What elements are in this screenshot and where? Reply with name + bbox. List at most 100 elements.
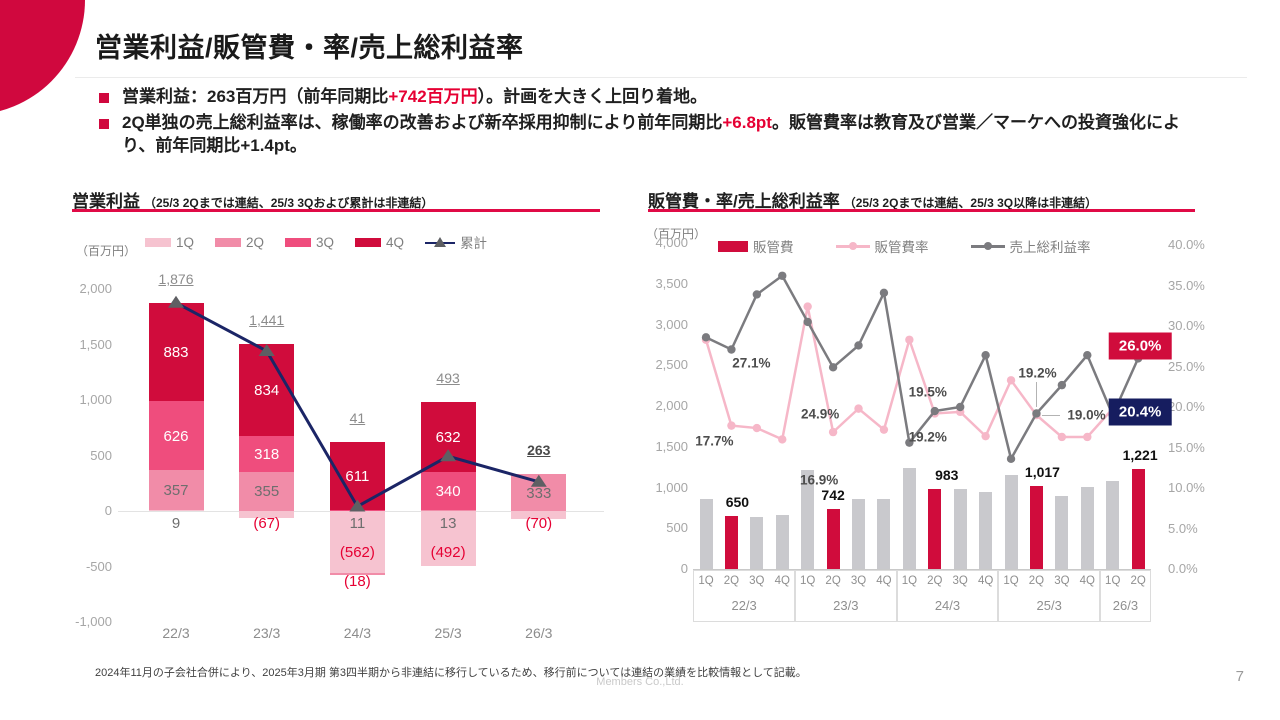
sga-bar xyxy=(775,514,789,569)
cumulative-value-label: 1,876 xyxy=(158,270,194,287)
legend-item: 累計 xyxy=(425,232,487,252)
legend-label: 2Q xyxy=(246,234,265,250)
sga-bar-highlight xyxy=(1029,486,1043,569)
year-label: 25/3 xyxy=(1036,598,1062,613)
segment-value-label: 340 xyxy=(435,482,461,500)
gross-margin-point-marker xyxy=(879,288,889,297)
quarter-label: 2Q xyxy=(927,575,943,587)
cumulative-value-label: 263 xyxy=(527,442,551,459)
bar-value-label: 983 xyxy=(935,466,959,483)
footnote: 2024年11月の子会社合併により、2025年3月期 第3四半期から非連結に移行… xyxy=(95,667,807,679)
sga-bar xyxy=(1106,480,1120,569)
percent-annotation: 24.9% xyxy=(800,406,840,422)
sga-bar xyxy=(877,498,891,569)
company-name: Members Co.,Ltd. xyxy=(596,676,684,688)
bar-value-label: 650 xyxy=(725,494,750,511)
y-tick-label: 1,500 xyxy=(79,336,112,352)
x-category-label: 25/3 xyxy=(434,625,462,641)
bar-value-label: 742 xyxy=(821,486,845,503)
sga-ratio-point-marker xyxy=(1083,432,1092,442)
y-tick-left: 2,000 xyxy=(655,398,688,413)
y-tick-right: 15.0% xyxy=(1168,439,1205,455)
sga-bar-highlight xyxy=(724,516,738,569)
y-tick-left: 1,500 xyxy=(655,438,688,454)
bar-segment xyxy=(420,509,476,511)
right-chart-subtitle: （25/3 2Qまでは連結、25/3 3Q以降は非連結） xyxy=(843,196,1098,210)
gross-margin-point-marker xyxy=(854,341,863,350)
y-tick-left: 4,000 xyxy=(655,235,688,250)
y-tick-right: 35.0% xyxy=(1168,277,1205,293)
chart-legend: 1Q 2Q 3Q 4Q 累計 xyxy=(145,232,487,252)
below-axis-value-label: (70) xyxy=(525,515,553,532)
gross-margin-point-marker xyxy=(981,350,990,360)
decorative-circle xyxy=(0,0,85,115)
below-axis-value-label: 9 xyxy=(171,515,181,532)
sga-bar xyxy=(699,498,713,569)
text: ）。計画を大きく上回り着地。 xyxy=(477,87,708,106)
legend-item: 4Q xyxy=(355,235,404,250)
y-tick-left: 2,500 xyxy=(655,357,688,373)
cumulative-value-label: 493 xyxy=(436,369,460,386)
sga-ratio-point-marker xyxy=(879,425,889,434)
sga-ratio-point-marker xyxy=(905,335,914,344)
below-axis-value-label: (18) xyxy=(344,573,371,590)
quarter-label: 1Q xyxy=(698,575,714,587)
quarter-label: 3Q xyxy=(952,575,968,587)
y-tick-right: 40.0% xyxy=(1168,237,1205,252)
year-group-cell xyxy=(998,570,1100,622)
quarter-label: 1Q xyxy=(901,575,918,587)
percent-annotation: 19.2% xyxy=(908,429,947,445)
sga-bar xyxy=(979,491,993,569)
title-divider xyxy=(75,77,1247,78)
x-axis-line xyxy=(693,569,1151,570)
y-tick-right: 30.0% xyxy=(1168,318,1205,333)
sga-ratio-point-marker xyxy=(956,407,965,417)
quarter-label: 3Q xyxy=(749,575,765,587)
bullet-marker-icon xyxy=(99,93,109,103)
quarter-label: 2Q xyxy=(723,575,740,587)
segment-value-label: 357 xyxy=(163,482,189,500)
text: 2Q単独の売上総利益率は、稼働率の改善および新卒採用抑制により前年同期比 xyxy=(122,113,723,133)
chart-line-layer xyxy=(168,295,547,512)
page-number: 7 xyxy=(1235,668,1244,685)
page-title: 営業利益/販管費・率/売上総利益率 xyxy=(95,33,524,63)
annotation-leader-line xyxy=(1035,382,1037,408)
sga-ratio-point-marker xyxy=(981,431,990,441)
sga-bar xyxy=(1055,495,1069,569)
bar-value-label: 1,017 xyxy=(1024,464,1060,481)
sga-ratio-point-marker xyxy=(727,421,736,430)
y-tick-left: 3,000 xyxy=(655,316,688,332)
summary-bullets: 営業利益：263百万円（前年同期比+742百万円）。計画を大きく上回り着地。 2Q… xyxy=(99,86,1199,161)
left-chart-title: 営業利益 xyxy=(72,192,140,211)
gross-margin-point-marker xyxy=(752,290,762,299)
year-group-cell xyxy=(896,570,999,622)
legend-swatch xyxy=(145,237,171,247)
y-tick-label: 1,000 xyxy=(79,392,112,407)
y-tick-left: 1,000 xyxy=(655,479,688,495)
x-category-label: 23/3 xyxy=(253,625,281,641)
gross-margin-point-marker xyxy=(1006,454,1016,464)
y-tick-left: 3,500 xyxy=(655,275,688,291)
highlight-text: +742百万円 xyxy=(388,87,478,106)
percent-annotation: 17.7% xyxy=(695,433,734,449)
operating-profit-chart: （百万円） 1Q 2Q 3Q 4Q 累計 2,000 1,500 1,000 500 0 -500 -1… xyxy=(60,225,625,655)
bullet-item: 営業利益：263百万円（前年同期比+742百万円）。計画を大きく上回り着地。 xyxy=(99,86,1199,108)
sga-bar xyxy=(1080,487,1094,569)
sga-ratio-point-marker xyxy=(1032,410,1041,420)
legend-label: 売上総利益率 xyxy=(1009,240,1091,255)
legend-swatch xyxy=(215,237,242,247)
segment-value-label: 611 xyxy=(345,467,370,485)
y-tick-right: 0.0% xyxy=(1168,561,1198,576)
segment-value-label: 834 xyxy=(254,382,280,399)
legend-label: 3Q xyxy=(316,234,335,250)
sga-bar xyxy=(801,469,815,569)
sga-bar xyxy=(1004,474,1018,569)
quarter-label: 2Q xyxy=(1130,575,1146,587)
legend-item: 1Q xyxy=(145,235,194,250)
legend-label: 累計 xyxy=(460,236,488,251)
legend-item: 2Q xyxy=(215,235,264,250)
legend-label: 販管費 xyxy=(753,240,794,255)
quarter-label: 3Q xyxy=(1054,575,1070,587)
year-group-cell xyxy=(693,570,795,622)
